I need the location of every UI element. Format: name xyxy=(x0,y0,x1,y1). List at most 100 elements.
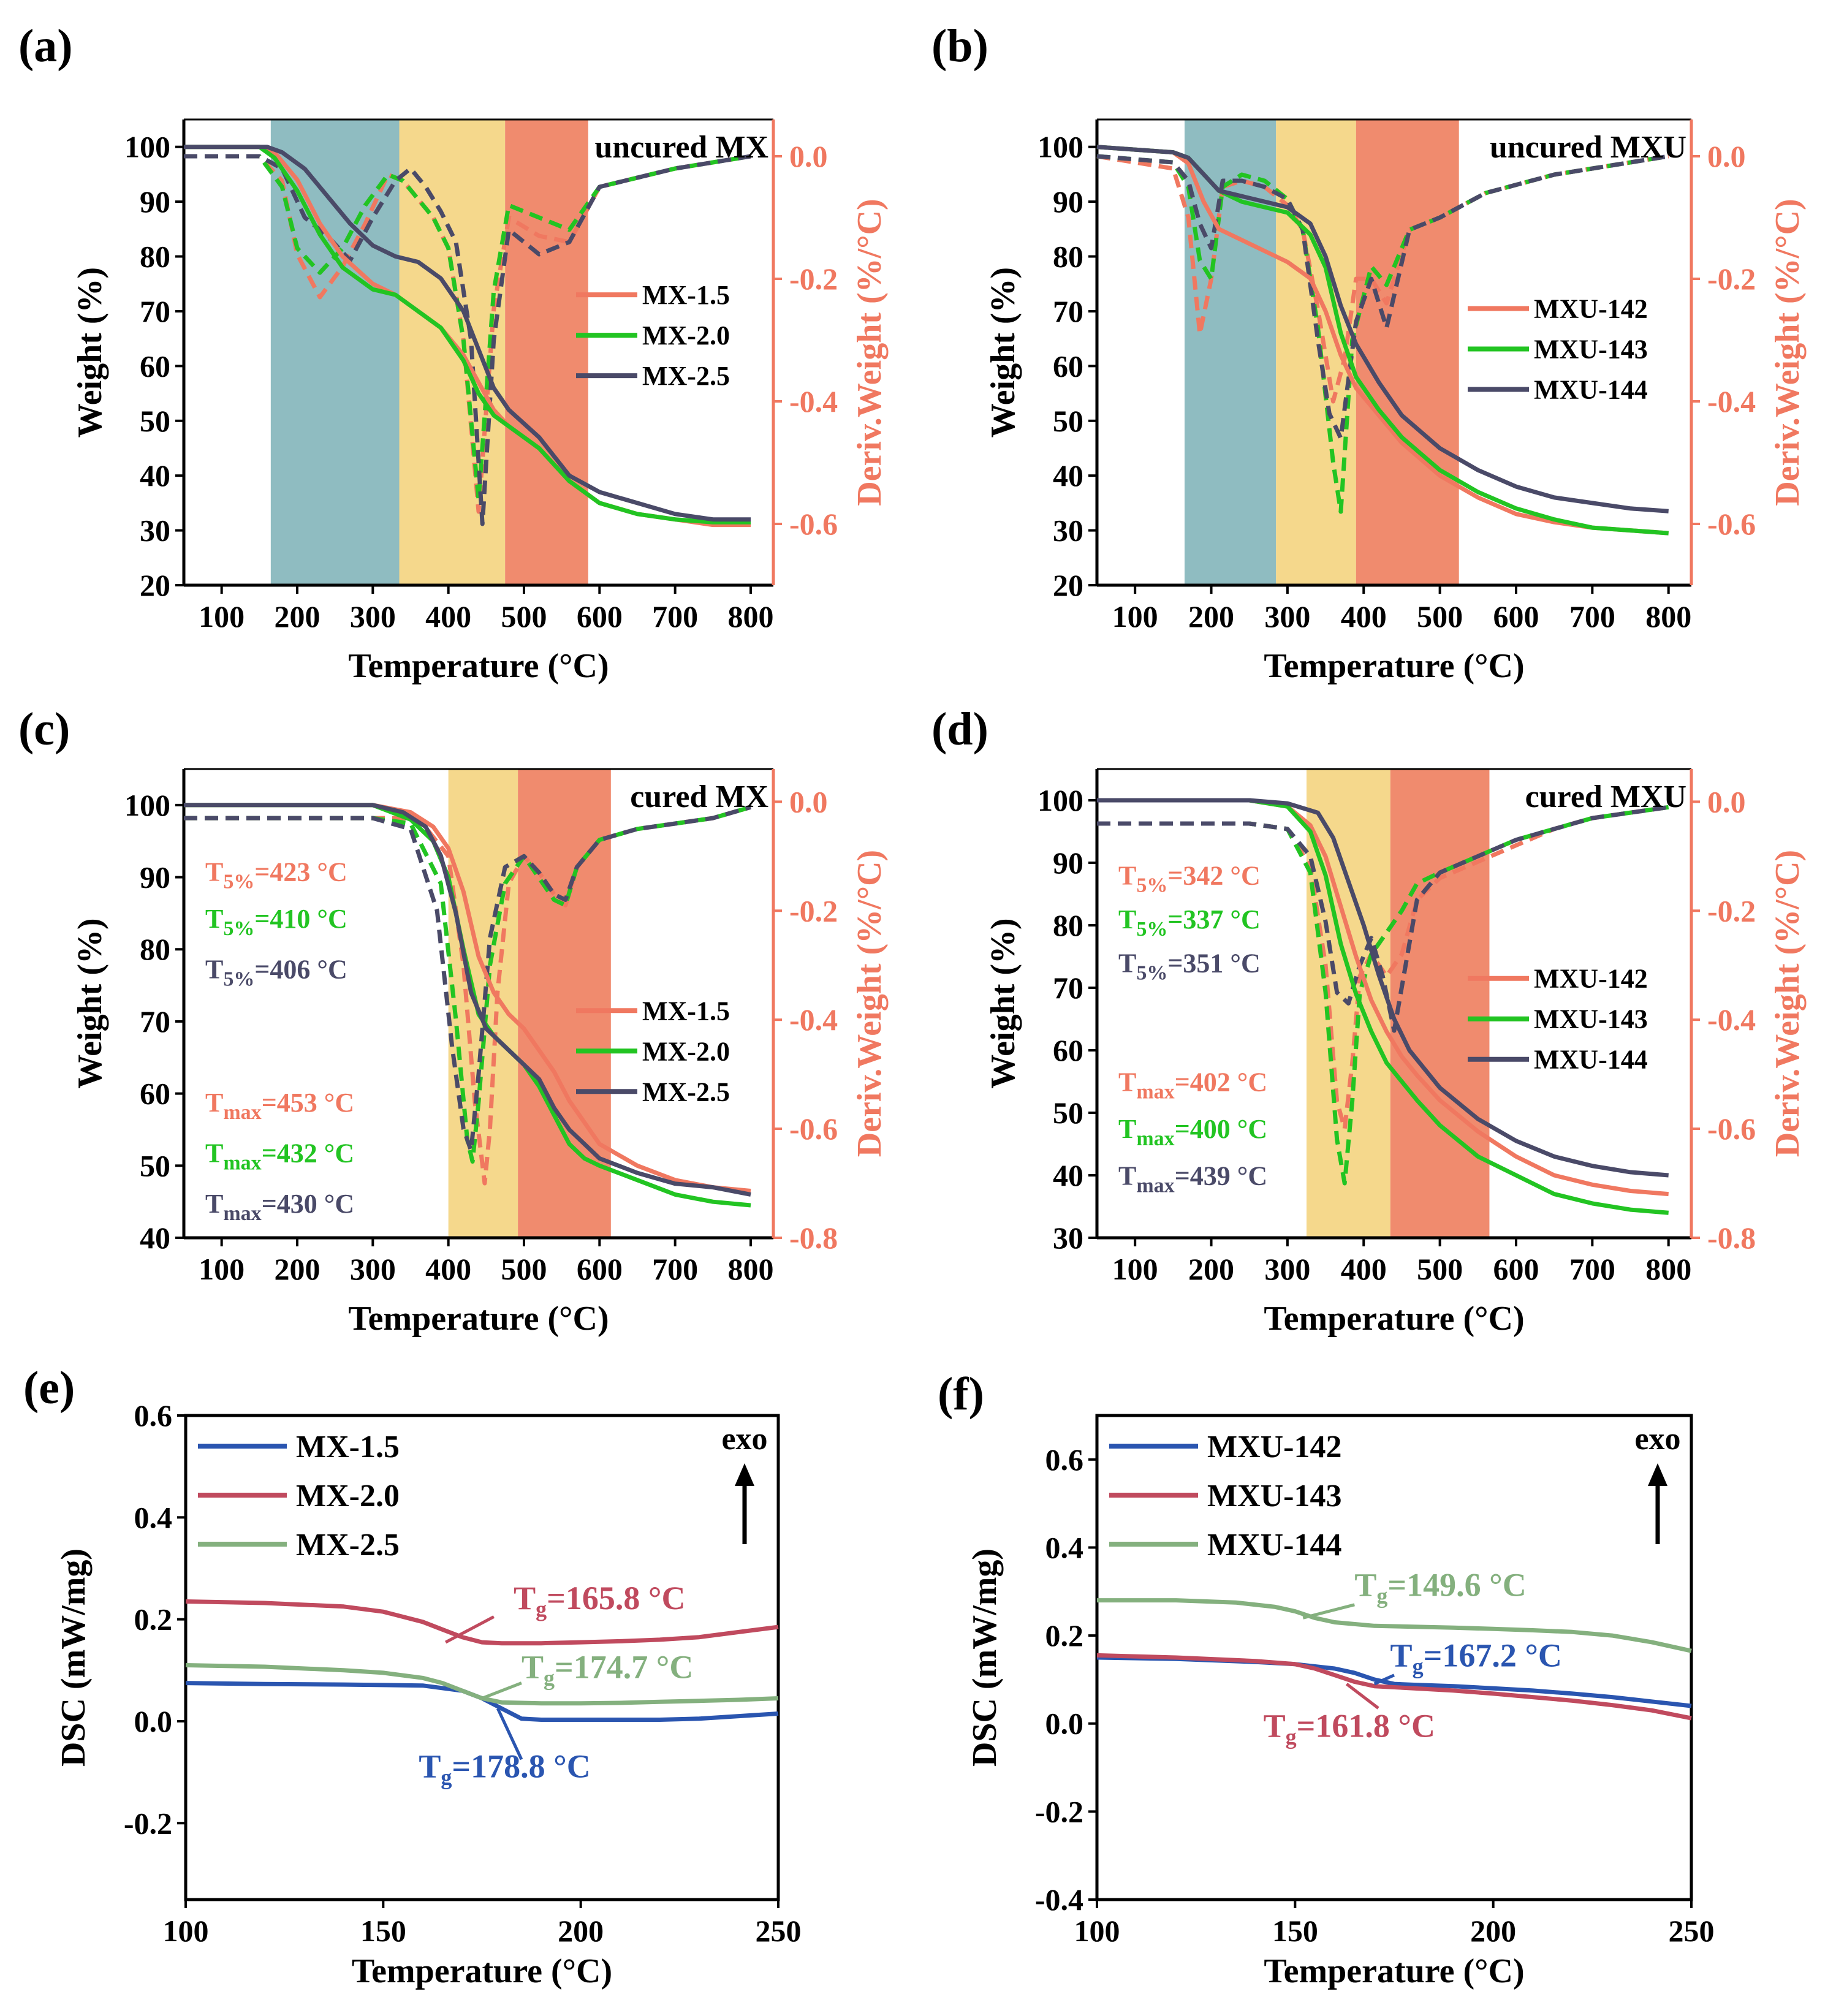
dsc-line-MX-1.5 xyxy=(185,1681,779,1722)
y-axis-title: Weight (%) xyxy=(984,918,1022,1088)
y2-tick-label: -0.4 xyxy=(789,384,838,419)
annotation-5%: T5%=423 °C xyxy=(205,857,347,893)
legend-label: MXU-144 xyxy=(1534,374,1648,404)
deriv-line-MXU-144 xyxy=(1096,154,1669,441)
x-tick-label: 100 xyxy=(1074,1914,1120,1948)
x-tick-label: 300 xyxy=(350,1252,396,1286)
y-tick-label: 90 xyxy=(1053,184,1083,219)
y-tick-label: -0.4 xyxy=(1035,1882,1083,1917)
y-tick-label: 80 xyxy=(140,240,170,274)
panel-label: (c) xyxy=(18,703,70,755)
y-tick-label: 30 xyxy=(1053,1221,1083,1255)
y2-axis-title: Deriv.Weight (%/°C) xyxy=(851,850,889,1157)
deriv-line-MX-2.0 xyxy=(184,154,751,502)
x-tick-label: 500 xyxy=(1417,599,1463,634)
x-tick-label: 600 xyxy=(1493,599,1539,634)
y-tick-label: 0.2 xyxy=(1045,1618,1084,1653)
legend-label: MX-2.0 xyxy=(642,1036,730,1066)
x-tick-label: 600 xyxy=(1493,1252,1539,1286)
y-tick-label: 0.0 xyxy=(1045,1707,1084,1741)
legend-label: MXU-144 xyxy=(1534,1045,1648,1075)
y-tick-label: 0.4 xyxy=(134,1500,173,1534)
panel-title: cured MX xyxy=(630,779,768,814)
panel-title: uncured MXU xyxy=(1490,130,1686,165)
x-tick-label: 300 xyxy=(1264,1252,1310,1286)
y-tick-label: 90 xyxy=(140,860,170,895)
x-tick-label: 500 xyxy=(1417,1252,1463,1286)
x-tick-label: 400 xyxy=(425,1252,471,1286)
y-tick-label: 100 xyxy=(1037,783,1083,817)
y2-tick-label: 0.0 xyxy=(789,784,828,819)
y-axis-title: Weight (%) xyxy=(71,918,109,1088)
y2-tick-label: -0.4 xyxy=(1707,1002,1756,1037)
y-tick-label: 40 xyxy=(140,1221,170,1255)
tg-annotation: Tg=165.8 °C xyxy=(514,1580,685,1621)
x-tick-label: 600 xyxy=(577,1252,623,1286)
y2-axis-title: Deriv.Weight (%/°C) xyxy=(851,199,889,506)
annotation-max: Tmax=453 °C xyxy=(205,1088,354,1124)
y2-tick-label: -0.6 xyxy=(789,1112,838,1146)
x-tick-label: 800 xyxy=(1645,599,1691,634)
y-tick-label: 80 xyxy=(140,932,170,966)
x-tick-label: 100 xyxy=(1112,599,1158,634)
x-tick-label: 500 xyxy=(501,599,547,634)
x-tick-label: 300 xyxy=(350,599,396,634)
y-tick-label: 0.6 xyxy=(1045,1442,1084,1477)
x-tick-label: 200 xyxy=(1188,599,1234,634)
y-tick-label: 30 xyxy=(1053,513,1083,548)
y-tick-label: 60 xyxy=(140,349,170,383)
annotation-5%: T5%=410 °C xyxy=(205,904,347,940)
x-axis-title: Temperature (°C) xyxy=(1264,1952,1524,1990)
deriv-line-MX-2.0 xyxy=(184,805,751,1164)
panel-f: 100 150 200 250 -0.4 -0.2 0.0 0.2 0.4 0.6 Temperat… xyxy=(966,1414,1715,1990)
legend-label: MX-1.5 xyxy=(296,1430,400,1465)
panel-label: (e) xyxy=(23,1362,75,1414)
x-tick-label: 800 xyxy=(728,599,774,634)
annotation-leader xyxy=(481,1681,522,1700)
y-tick-label: 100 xyxy=(124,130,170,164)
y-tick-label: 40 xyxy=(1053,1158,1083,1192)
y2-axis-title: Deriv.Weight (%/°C) xyxy=(1769,199,1807,506)
x-axis-title: Temperature (°C) xyxy=(348,647,609,685)
legend-label: MX-1.5 xyxy=(642,280,730,310)
legend-label: MXU-143 xyxy=(1534,334,1648,364)
band-red xyxy=(1356,119,1459,585)
x-tick-label: 800 xyxy=(1645,1252,1691,1286)
panel-c: 100 200 300 400 500 600 700 800 40 50 60 70 80 90 100 0… xyxy=(71,768,889,1338)
panel-title: cured MXU xyxy=(1525,779,1686,814)
deriv-line-MX-2.5 xyxy=(184,154,751,526)
y-tick-label: 70 xyxy=(1053,971,1083,1005)
x-tick-label: 200 xyxy=(1188,1252,1234,1286)
x-tick-label: 700 xyxy=(652,1252,698,1286)
x-tick-label: 400 xyxy=(1341,599,1387,634)
y2-axis-title: Deriv.Weight (%/°C) xyxy=(1769,850,1807,1157)
panel-e: 100 150 200 250 -0.2 0.0 0.2 0.4 0.6 Temperature … xyxy=(55,1398,802,1990)
annotation-max: Tmax=430 °C xyxy=(205,1189,354,1225)
y-tick-label: 60 xyxy=(1053,349,1083,383)
annotation-max: Tmax=432 °C xyxy=(205,1138,354,1174)
y2-tick-label: -0.2 xyxy=(789,262,838,296)
x-axis-title: Temperature (°C) xyxy=(1264,1300,1524,1338)
y-tick-label: 70 xyxy=(140,1004,170,1039)
x-tick-label: 100 xyxy=(163,1914,209,1948)
y-tick-label: 20 xyxy=(140,568,170,602)
annotation-5%: T5%=406 °C xyxy=(205,954,347,990)
annotation-leader xyxy=(1345,1683,1379,1710)
x-axis-title: Temperature (°C) xyxy=(1264,647,1524,685)
x-tick-label: 200 xyxy=(1470,1914,1516,1948)
legend-label: MXU-142 xyxy=(1534,964,1648,994)
annotation-leader xyxy=(1373,1673,1395,1686)
x-axis-title: Temperature (°C) xyxy=(352,1952,612,1990)
y-tick-label: 70 xyxy=(140,294,170,328)
x-tick-label: 600 xyxy=(577,599,623,634)
x-axis-title: Temperature (°C) xyxy=(348,1300,609,1338)
panel-b: 100 200 300 400 500 600 700 800 20 30 40 50 60 70 80 90… xyxy=(984,118,1807,685)
annotation-max: Tmax=439 °C xyxy=(1118,1161,1267,1197)
deriv-line-MXU-144 xyxy=(1097,805,1669,1033)
exo-arrow-icon xyxy=(1648,1463,1667,1486)
tg-annotation: Tg=167.2 °C xyxy=(1390,1637,1562,1678)
tg-annotation: Tg=161.8 °C xyxy=(1264,1707,1435,1749)
y2-tick-label: -0.6 xyxy=(1707,1112,1756,1146)
exo-label: exo xyxy=(721,1422,767,1457)
